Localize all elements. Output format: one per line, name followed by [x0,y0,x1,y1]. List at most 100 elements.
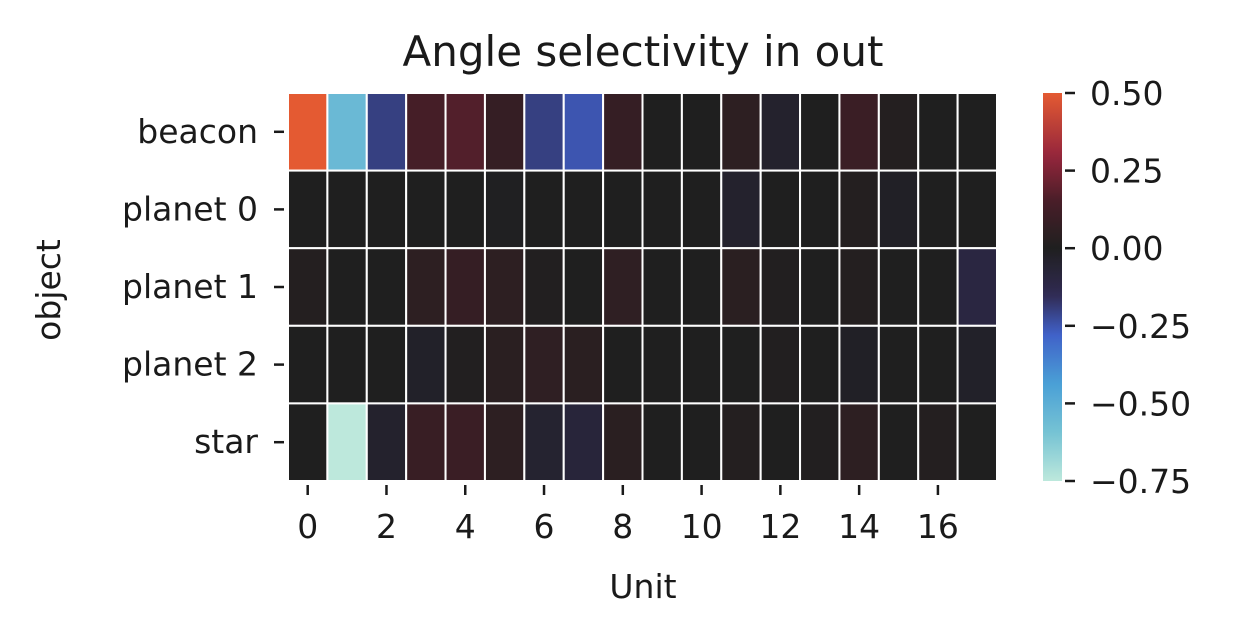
heatmap-cell [877,247,920,327]
heatmap-cell [365,247,408,327]
y-tick-label: beacon [137,112,258,151]
heatmap-cell [720,247,762,327]
heatmap-cell [602,402,644,482]
heatmap-cell [523,247,565,327]
heatmap-cell [326,169,368,250]
heatmap-cell [641,324,683,405]
heatmap-cell [838,247,880,327]
heatmap-cells [287,92,998,482]
heatmap-cell [483,247,526,327]
heatmap-cell [287,169,329,250]
heatmap-cell [523,324,565,405]
heatmap-cell [444,92,486,172]
heatmap-cell [680,324,723,405]
heatmap-cell [444,169,486,250]
heatmap-cell [759,247,802,327]
colorbar-tick-label: −0.75 [1090,462,1191,501]
colorbar-ticks: 0.50 0.25 0.00 −0.25 −0.50 −0.75 [1065,74,1191,501]
heatmap-cell [602,247,644,327]
heatmap-cell [956,247,998,327]
heatmap-cell [483,92,526,172]
heatmap-cell [483,402,526,482]
heatmap-cell [956,92,998,172]
x-axis-label: Unit [609,567,676,606]
heatmap-cell [602,324,644,405]
heatmap-cell [877,324,920,405]
chart-title: Angle selectivity in out [403,27,884,76]
heatmap-cell [680,402,723,482]
x-tick-label: 2 [376,507,397,546]
heatmap-cell [562,324,605,405]
y-tick-label: planet 0 [122,189,258,228]
heatmap-cell [720,169,762,250]
heatmap-cell [917,92,959,172]
heatmap-cell [523,402,565,482]
heatmap-cell [326,247,368,327]
heatmap-cell [877,92,920,172]
heatmap-cell [917,169,959,250]
heatmap-cell [838,324,880,405]
heatmap-cell [799,402,841,482]
heatmap-cell [405,324,447,405]
heatmap-cell [877,402,920,482]
heatmap-cell [287,92,329,172]
heatmap-cell [838,92,880,172]
heatmap-cell [444,247,486,327]
heatmap-cell [602,92,644,172]
y-tick-label: planet 1 [122,267,258,306]
x-tick-label: 12 [759,507,801,546]
heatmap-cell [562,402,605,482]
heatmap-cell [562,92,605,172]
x-axis: 0 2 4 6 8 10 12 14 16 [297,485,959,546]
heatmap-cell [287,402,329,482]
heatmap-cell [877,169,920,250]
heatmap-cell [326,402,368,482]
heatmap-cell [759,324,802,405]
x-tick-label: 10 [681,507,723,546]
colorbar-tick-label: 0.25 [1090,152,1163,191]
heatmap-cell [562,169,605,250]
heatmap-cell [799,324,841,405]
heatmap-cell [956,402,998,482]
x-tick-label: 0 [297,507,318,546]
heatmap-cell [287,324,329,405]
heatmap-cell [917,247,959,327]
colorbar-tick-label: 0.50 [1090,74,1163,113]
heatmap-cell [956,324,998,405]
heatmap-cell [326,324,368,405]
x-tick-label: 16 [917,507,959,546]
heatmap-cell [799,247,841,327]
heatmap-cell [405,169,447,250]
heatmap-cell [562,247,605,327]
heatmap-cell [326,92,368,172]
heatmap-cell [365,324,408,405]
heatmap-cell [680,169,723,250]
heatmap-cell [483,169,526,250]
colorbar: 0.50 0.25 0.00 −0.25 −0.50 −0.75 [1043,74,1191,501]
heatmap-cell [956,169,998,250]
heatmap-cell [799,92,841,172]
heatmap-cell [917,324,959,405]
heatmap-cell [641,402,683,482]
heatmap-cell [759,402,802,482]
heatmap-cell [483,324,526,405]
heatmap-cell [365,92,408,172]
heatmap-cell [523,92,565,172]
heatmap-cell [720,324,762,405]
heatmap-cell [917,402,959,482]
heatmap-cell [641,169,683,250]
heatmap-cell [641,247,683,327]
heatmap-cell [602,169,644,250]
heatmap-cell [838,402,880,482]
heatmap-cell [365,402,408,482]
colorbar-tick-label: −0.25 [1090,307,1191,346]
heatmap-cell [838,169,880,250]
x-tick-label: 14 [838,507,880,546]
heatmap-cell [523,169,565,250]
heatmap-cell [641,92,683,172]
colorbar-tick-label: 0.00 [1090,229,1163,268]
colorbar-tick-label: −0.50 [1090,384,1191,423]
heatmap-cell [720,92,762,172]
heatmap-cell [444,402,486,482]
